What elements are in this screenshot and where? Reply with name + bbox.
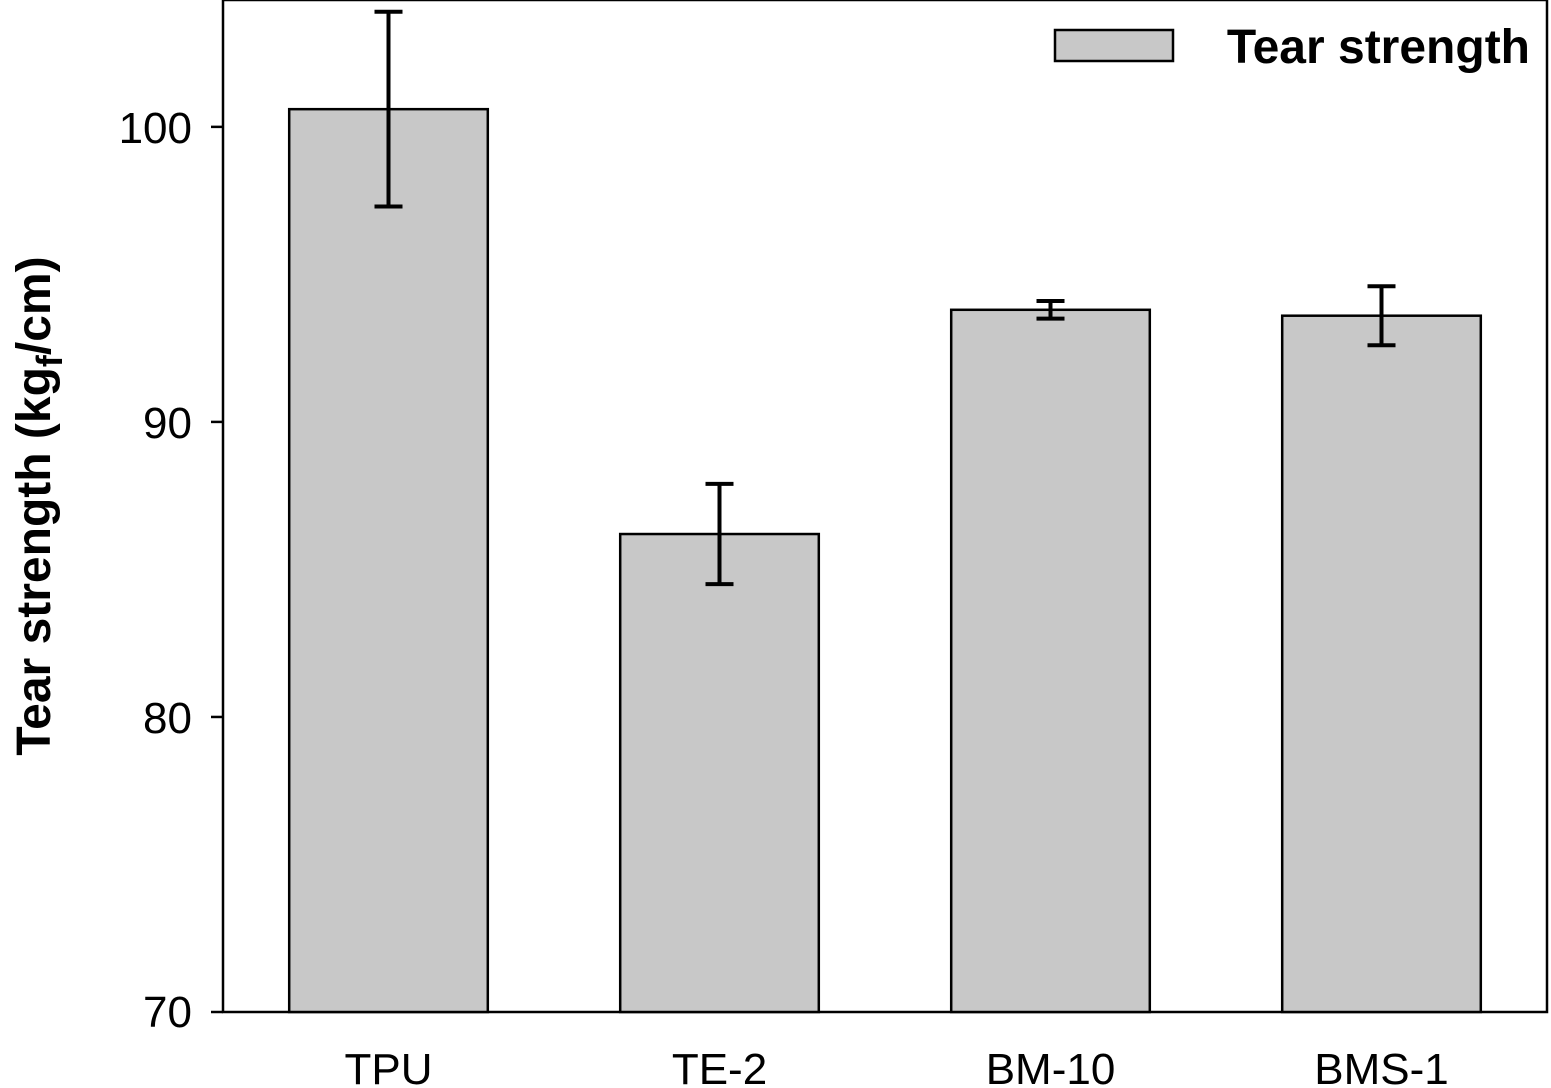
bar-bm-10 <box>949 308 1152 1014</box>
y-tick-label: 90 <box>143 399 192 448</box>
bar-tpu <box>287 107 490 1014</box>
bar-bms-1 <box>1280 314 1483 1014</box>
error-bar-bms-1 <box>1367 284 1396 348</box>
y-axis-title: Tear strength (kgf/cm) <box>8 256 70 755</box>
error-bar-bm-10 <box>1036 298 1065 321</box>
error-bar-tpu <box>374 9 403 209</box>
legend: Tear strength <box>1053 21 1530 74</box>
y-tick-label: 80 <box>143 694 192 743</box>
bars-group <box>287 107 1483 1014</box>
x-axis-tick-labels: TPU TE-2 BM-10 BMS-1 <box>345 1045 1449 1088</box>
error-bars-group <box>374 9 1396 587</box>
bar-te-2 <box>618 532 821 1014</box>
y-tick-label: 70 <box>143 988 192 1037</box>
legend-swatch <box>1053 28 1175 63</box>
y-tick-label: 100 <box>119 104 192 153</box>
x-tick-label-bm-10: BM-10 <box>986 1045 1116 1088</box>
x-tick-label-bms-1: BMS-1 <box>1314 1045 1448 1088</box>
x-tick-label-tpu: TPU <box>345 1045 433 1088</box>
legend-label: Tear strength <box>1227 21 1530 74</box>
error-bar-te-2 <box>705 481 734 587</box>
y-axis-ticks: 70 80 90 100 <box>119 104 223 1037</box>
plot-area-frame <box>221 0 1549 1014</box>
x-tick-label-te-2: TE-2 <box>672 1045 767 1088</box>
